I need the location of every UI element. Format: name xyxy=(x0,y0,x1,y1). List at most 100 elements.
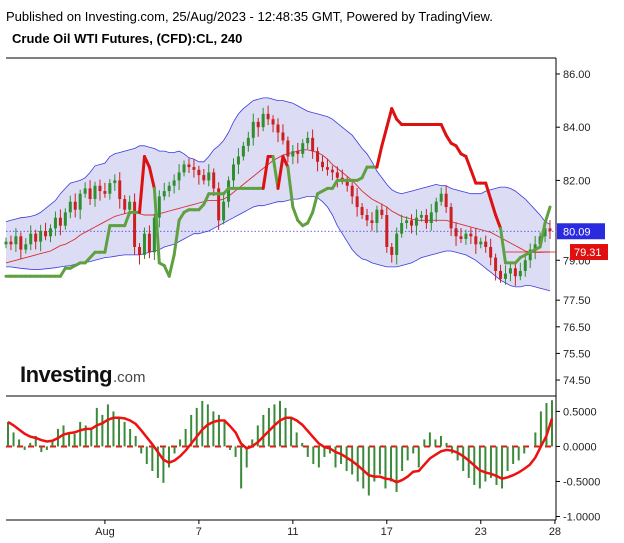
investing-logo: Investing .com xyxy=(20,362,146,387)
candle-body xyxy=(172,180,176,186)
candle-body xyxy=(167,185,171,192)
time-tick-label: 28 xyxy=(549,526,561,538)
candle-body xyxy=(123,199,127,210)
candle-body xyxy=(405,220,409,224)
candle-body xyxy=(222,201,226,221)
candle-body xyxy=(410,220,414,226)
candle-body xyxy=(217,188,221,221)
signal-line xyxy=(7,416,554,484)
candle-body xyxy=(49,228,53,237)
candle-body xyxy=(246,137,250,146)
stop-segment xyxy=(464,154,473,172)
candle-body xyxy=(207,172,211,181)
stop-segment xyxy=(123,210,132,228)
current-price-badge-label: 80.09 xyxy=(563,226,591,238)
price-badges: 80.09 79.31 xyxy=(557,223,608,261)
stop-segment xyxy=(103,224,112,254)
time-tick-label: 17 xyxy=(381,526,393,538)
candle-body xyxy=(231,164,235,181)
candlesticks xyxy=(4,105,552,286)
candle-body xyxy=(227,180,231,202)
osc-tick-label: 0.5000 xyxy=(563,406,597,418)
candle-body xyxy=(138,246,142,255)
time-axis-ticks: Aug 7 11 17 23 28 xyxy=(95,520,561,538)
candle-body xyxy=(499,270,503,279)
candle-body xyxy=(414,217,418,226)
stop-segment xyxy=(360,165,369,180)
candle-body xyxy=(528,249,532,261)
osc-tick-label: -0.5000 xyxy=(563,476,600,488)
candle-body xyxy=(197,169,201,176)
candle-body xyxy=(187,164,191,168)
candle-body xyxy=(281,132,285,141)
candle-body xyxy=(301,143,305,154)
logo-suffix: .com xyxy=(113,369,146,386)
candle-body xyxy=(83,188,87,194)
candle-body xyxy=(385,215,389,247)
candle-body xyxy=(53,217,57,229)
stop-segment xyxy=(142,154,151,169)
stop-segment xyxy=(152,186,161,265)
candle-body xyxy=(93,185,97,200)
candle-body xyxy=(133,201,137,247)
stop-segment xyxy=(538,221,547,249)
stop-segment xyxy=(375,144,384,169)
candle-body xyxy=(147,233,151,253)
candle-body xyxy=(474,236,478,245)
candle-body xyxy=(484,241,488,247)
candle-body xyxy=(296,151,300,154)
candle-body xyxy=(345,180,349,186)
stop-segment xyxy=(306,210,315,225)
stop-segment xyxy=(484,181,493,201)
stop-segment xyxy=(281,154,290,169)
candle-body xyxy=(375,209,379,224)
candle-body xyxy=(63,212,67,226)
candle-body xyxy=(370,220,374,224)
candle-body xyxy=(236,156,240,165)
ma-line xyxy=(5,149,550,264)
candle-body xyxy=(24,244,28,250)
candle-body xyxy=(241,145,245,157)
candle-body xyxy=(202,175,206,181)
candle-body xyxy=(508,268,512,274)
oscillator-axis-ticks: 0.5000 0.0000 -0.5000 -1.0000 xyxy=(556,406,600,523)
price-tick-label: 75.50 xyxy=(563,348,591,360)
stop-segment xyxy=(311,192,320,214)
stop-segment xyxy=(177,210,186,222)
price-tick-label: 84.00 xyxy=(563,122,591,134)
candle-body xyxy=(68,201,72,213)
candle-body xyxy=(523,260,527,271)
candle-body xyxy=(503,273,507,279)
candle-body xyxy=(266,113,270,120)
stop-segment xyxy=(58,266,67,278)
candle-body xyxy=(330,169,334,173)
candle-body xyxy=(192,167,196,170)
candle-body xyxy=(390,246,394,255)
candle-body xyxy=(464,233,468,239)
moving-average xyxy=(5,149,550,264)
trailing-stop xyxy=(4,107,552,278)
candle-body xyxy=(459,236,463,239)
stop-segment xyxy=(276,154,285,190)
stop-segment xyxy=(330,178,339,190)
chart-title: Crude Oil WTI Futures, (CFD):CL, 240 xyxy=(12,31,243,46)
candle-body xyxy=(4,241,8,245)
stop-segment xyxy=(469,168,478,185)
candle-body xyxy=(73,201,77,210)
candle-body xyxy=(19,236,23,250)
stop-segment xyxy=(543,205,552,225)
candle-body xyxy=(321,161,325,168)
stop-segment xyxy=(444,133,453,145)
candle-body xyxy=(469,233,473,237)
stop-segment xyxy=(390,107,399,121)
stop-segment xyxy=(385,107,394,129)
candle-body xyxy=(316,151,320,162)
published-caption: Published on Investing.com, 25/Aug/2023 … xyxy=(6,9,493,24)
candle-body xyxy=(9,241,13,245)
candle-body xyxy=(162,191,166,197)
candle-body xyxy=(355,196,359,208)
candle-body xyxy=(98,185,102,192)
candle-body xyxy=(78,193,82,210)
candle-body xyxy=(256,121,260,128)
